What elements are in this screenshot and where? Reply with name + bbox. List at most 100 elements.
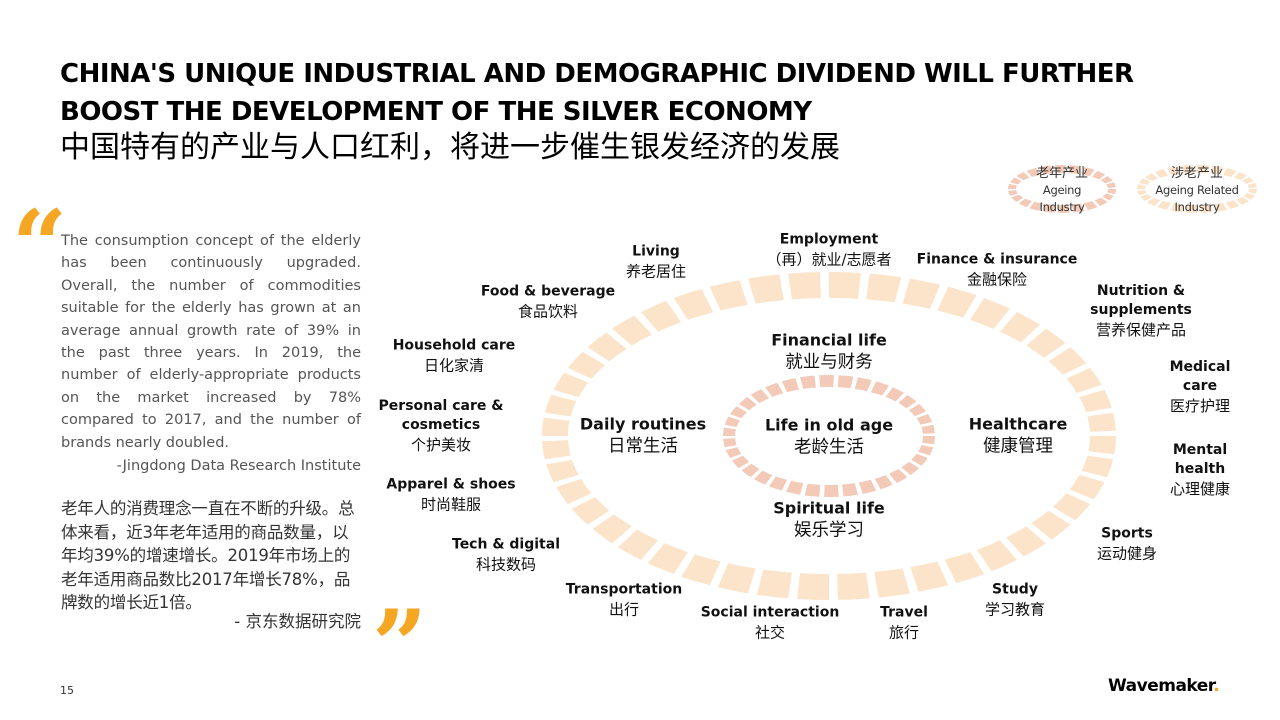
legend-ageing-related-en1: Ageing Related <box>1155 183 1239 197</box>
outer-label-mental-health: Mental health 心理健康 <box>1170 441 1230 499</box>
quote-text-en: The consumption concept of the elderly h… <box>61 233 361 451</box>
center-label-en: Life in old age <box>764 415 894 435</box>
middle-label-en: Spiritual life <box>773 498 885 518</box>
inner-ring-segment <box>842 483 858 497</box>
inner-ring-segment <box>738 397 757 411</box>
outer-ring-segment <box>587 332 627 362</box>
brand-dot-icon: . <box>1213 676 1220 696</box>
outer-ring-segment <box>1066 367 1102 393</box>
outer-label-cn: 出行 <box>608 600 639 619</box>
inner-ring-segment <box>837 375 854 389</box>
outer-label-cn: 个护美妆 <box>410 436 471 454</box>
outer-label-living: Living 养老居住 <box>626 243 686 282</box>
outer-ring-segment <box>567 351 606 379</box>
inner-ring-segment <box>922 436 935 445</box>
outer-label-cn: 学习教育 <box>984 600 1046 619</box>
legend-ageing-ring-segment <box>1094 197 1108 206</box>
inner-ring-segment <box>723 427 736 436</box>
outer-ring-segment <box>1081 455 1114 478</box>
legend-related-ring-segment <box>1154 169 1169 178</box>
outer-ring-segment <box>641 300 682 332</box>
outer-label-en: Study <box>992 581 1038 598</box>
outer-ring-segment <box>837 572 870 600</box>
legend-related-ring-segment <box>1137 190 1147 196</box>
outer-ring-segment <box>542 440 571 460</box>
inner-ring-segment <box>741 463 760 478</box>
middle-label-cn: 娱乐学习 <box>793 520 864 541</box>
outer-ring-segment <box>673 289 714 320</box>
outer-label-cn: 心理健康 <box>1169 480 1231 498</box>
legend-related-ring-segment <box>1137 184 1146 189</box>
inner-ring-segment <box>754 470 773 485</box>
legend-ageing-ring-segment <box>1018 198 1032 208</box>
outer-ring-segment <box>1087 412 1116 432</box>
legend-related-ring-segment <box>1147 197 1161 206</box>
outer-ring-segment <box>944 552 985 583</box>
legend-related-ring-segment <box>1223 168 1237 177</box>
outer-label-en: Social interaction <box>700 604 840 621</box>
outer-label-en: Transportation <box>565 581 683 598</box>
legend-ageing-ring-segment <box>1102 193 1114 201</box>
inner-ring-segment <box>874 475 893 490</box>
outer-ring-segment <box>788 272 821 300</box>
outer-label-finance-insurance: Finance & insurance 金融保险 <box>917 251 1078 290</box>
legend-related-ring-segment <box>1197 165 1209 174</box>
legend-ageing-ring-segment <box>1081 167 1095 177</box>
outer-ring-segment <box>544 394 577 417</box>
outer-ring-segment <box>546 459 579 483</box>
inner-ring-segment <box>908 403 926 417</box>
ring-layer <box>542 272 1116 600</box>
outer-ring-segment <box>866 273 902 303</box>
legend-ageing-ring-segment <box>1084 201 1098 211</box>
inner-ring-segment <box>901 461 920 475</box>
outer-ring-segment <box>1088 436 1116 455</box>
outer-ring-segment <box>1006 526 1046 557</box>
center-label-cn: 老龄生活 <box>793 437 864 458</box>
legend-ageing-related-en2: Industry <box>1174 200 1220 214</box>
outer-ring-segment <box>937 286 977 318</box>
outer-label-en2: supplements <box>1090 302 1192 318</box>
outer-ring-segment <box>542 417 570 436</box>
brand-logo: Wavemaker. <box>1108 676 1220 696</box>
legend-ageing-ring-segment <box>1008 190 1018 196</box>
legend-ageing-ring-segment <box>1092 170 1106 180</box>
legend-related-ring-segment <box>1242 177 1254 184</box>
outer-label-apparel-shoes: Apparel & shoes 时尚鞋服 <box>386 476 515 515</box>
outer-label-en: Sports <box>1101 525 1153 542</box>
outer-ring-segment <box>553 372 589 398</box>
outer-ring-segment <box>1026 328 1066 358</box>
legend-related-ring-segment <box>1225 200 1240 209</box>
outer-label-cn: 日化家清 <box>423 356 484 375</box>
legend-related-ring-segment <box>1140 194 1152 201</box>
middle-label-healthcare: Healthcare 健康管理 <box>969 414 1068 459</box>
outer-label-cn: 食品饮料 <box>517 302 578 321</box>
outer-ring-segment <box>718 563 756 594</box>
middle-label-spiritual-life: Spiritual life 娱乐学习 <box>773 498 885 543</box>
legend-ageing-industry: 老年产业 Ageing Industry <box>1008 165 1116 216</box>
outer-label-cn: 营养保健产品 <box>1095 321 1186 339</box>
outer-ring-segment <box>592 514 632 544</box>
inner-ring-segment <box>750 389 769 403</box>
middle-label-en: Healthcare <box>968 414 1068 434</box>
outer-label-personal-care: Personal care & cosmetics 个护美妆 <box>379 397 504 455</box>
legend-related-ring-segment <box>1157 201 1171 210</box>
middle-label-financial-life: Financial life 就业与财务 <box>771 330 887 375</box>
outer-ring-segment <box>571 497 610 525</box>
legend-related-ring-segment <box>1243 193 1255 200</box>
quote-text-cn: 老年人的消费理念一直在不断的升级。总体来看，近3年老年适用的商品数量，以年均39… <box>61 499 355 612</box>
outer-label-cn: 科技数码 <box>475 555 536 574</box>
outer-label-en: Household care <box>392 337 516 354</box>
title-en-line2: BOOST THE DEVELOPMENT OF THE SILVER ECON… <box>60 97 812 127</box>
legend-ageing-ring-segment <box>1029 201 1043 211</box>
legend-ageing-ring-segment <box>1011 194 1024 202</box>
outer-ring-segment <box>1048 347 1087 375</box>
inner-ring-segment <box>858 479 877 494</box>
middle-label-en: Financial life <box>771 330 887 350</box>
middle-label-en: Daily routines <box>579 414 707 434</box>
inner-ring-segment <box>870 381 889 396</box>
outer-label-sports: Sports 运动健身 <box>1097 525 1157 564</box>
outer-label-en: Apparel & shoes <box>386 476 516 493</box>
outer-ring-segment <box>829 272 861 299</box>
legend-related-ring-segment <box>1248 189 1257 194</box>
